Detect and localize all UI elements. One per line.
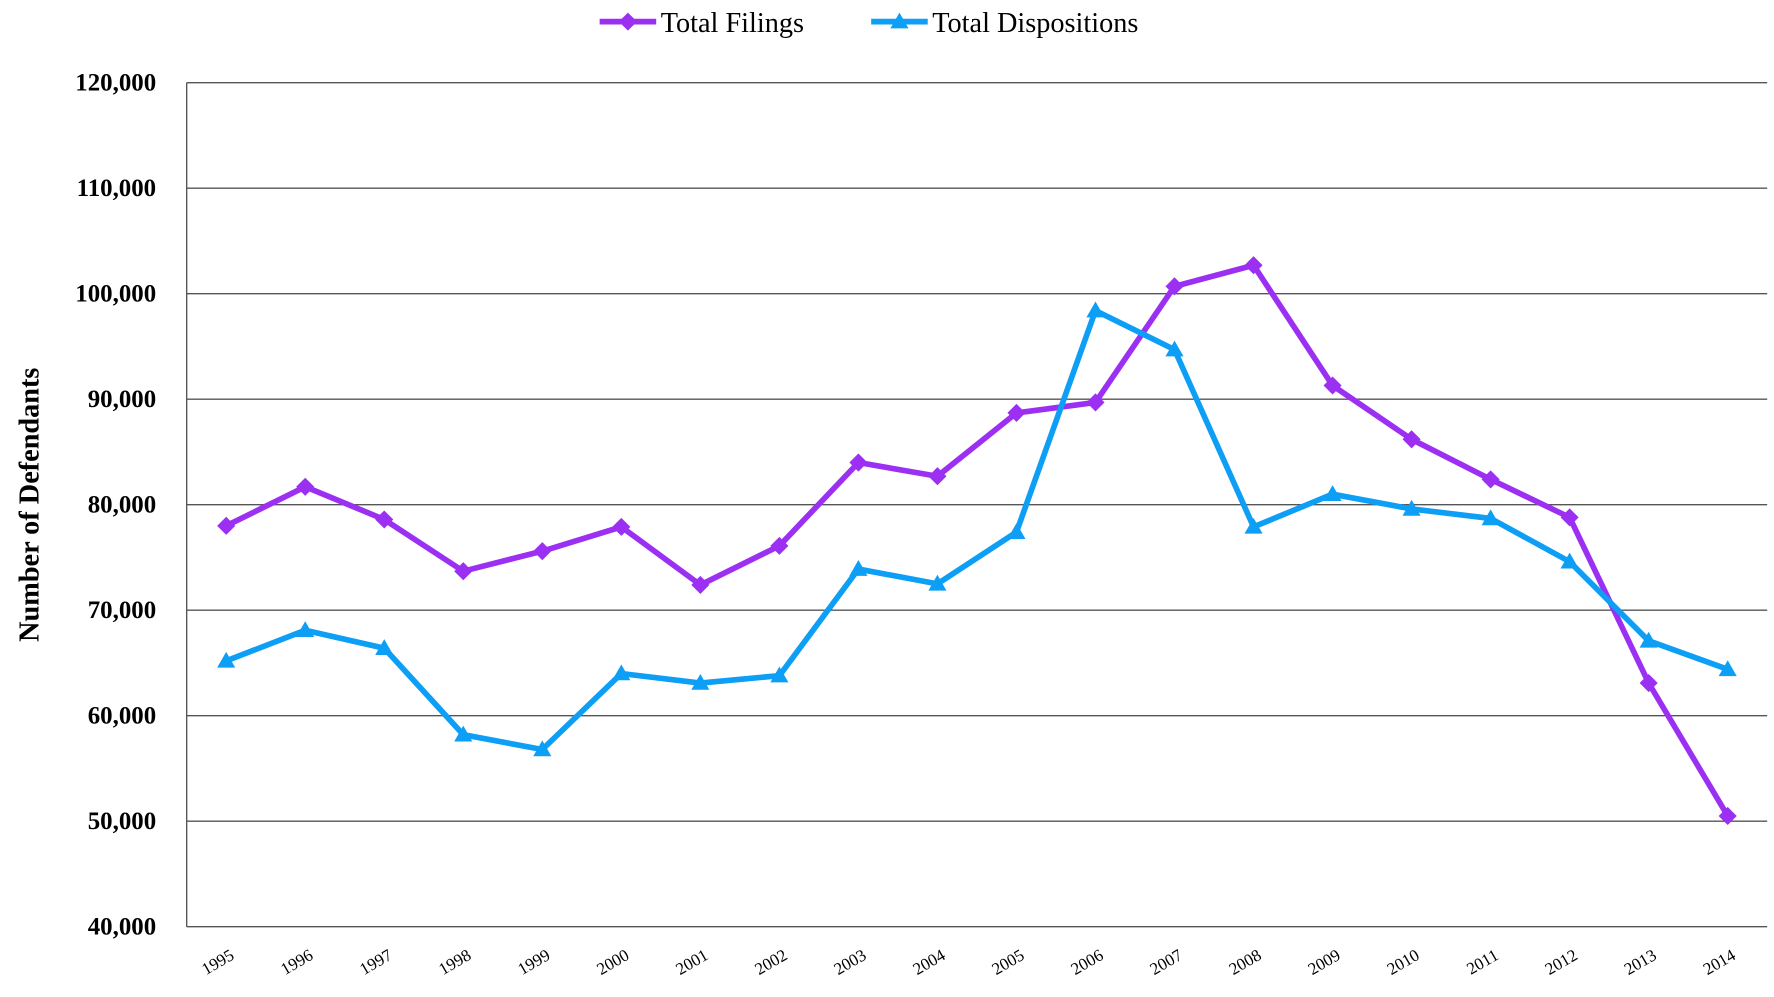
data-point (691, 575, 710, 594)
x-tick-label: 2002 (752, 945, 791, 978)
y-tick-label: 60,000 (88, 703, 156, 730)
x-tick-label: 2014 (1700, 945, 1739, 979)
y-tick-label: 50,000 (88, 808, 156, 835)
data-point (533, 740, 552, 757)
x-tick-label: 2003 (831, 945, 870, 978)
data-point (1481, 470, 1500, 489)
data-point (454, 562, 473, 581)
data-point (849, 453, 868, 472)
y-tick-label: 110,000 (77, 175, 156, 202)
data-point (1639, 673, 1658, 693)
x-tick-label: 2004 (910, 945, 949, 979)
y-tick-label: 100,000 (75, 281, 156, 308)
data-point (1244, 517, 1263, 534)
data-point (1007, 523, 1026, 539)
x-tick-label: 2013 (1621, 945, 1660, 978)
data-point (691, 673, 710, 690)
data-point (454, 725, 473, 742)
legend-label: Total Dispositions (932, 8, 1138, 39)
data-point (849, 560, 868, 576)
y-tick-label: 40,000 (88, 914, 156, 941)
data-point (928, 574, 947, 591)
x-tick-label: 2007 (1147, 945, 1186, 978)
data-point (1244, 256, 1263, 275)
data-point (612, 664, 631, 681)
data-point (1402, 430, 1421, 449)
data-point (1560, 552, 1579, 569)
legend-label: Total Filings (661, 8, 804, 39)
series-line (225, 307, 1729, 753)
x-tick-label: 2010 (1384, 945, 1423, 978)
x-tick-label: 2012 (1542, 945, 1581, 978)
x-tick-label: 2000 (593, 945, 632, 978)
series-line (224, 262, 1731, 818)
data-point (1323, 485, 1342, 501)
data-point (1007, 403, 1026, 422)
y-tick-label: 120,000 (75, 70, 156, 97)
y-tick-label: 80,000 (88, 492, 156, 519)
x-tick-label: 2009 (1305, 945, 1344, 978)
data-point (296, 621, 315, 638)
x-tick-label: 1999 (514, 945, 553, 978)
y-tick-label: 90,000 (88, 386, 156, 413)
x-tick-label: 1997 (356, 945, 395, 978)
data-point (1718, 806, 1737, 826)
data-point (1402, 499, 1421, 516)
data-point (296, 477, 315, 496)
y-tick-label: 70,000 (88, 597, 156, 624)
x-tick-label: 2005 (989, 945, 1028, 978)
x-tick-label: 1995 (198, 945, 237, 978)
x-tick-label: 2011 (1463, 945, 1501, 978)
legend-marker (890, 12, 909, 29)
x-tick-label: 1996 (277, 945, 316, 978)
x-tick-label: 2001 (673, 945, 712, 978)
data-point (1323, 376, 1342, 395)
data-point (1718, 660, 1737, 677)
x-tick-label: 1998 (435, 945, 474, 978)
legend-marker (618, 12, 637, 31)
data-point (1086, 393, 1105, 412)
data-point (375, 639, 394, 655)
data-point (217, 651, 236, 668)
data-point (1481, 509, 1500, 526)
data-point (770, 536, 789, 555)
x-tick-label: 2008 (1226, 945, 1265, 978)
data-point (1165, 277, 1184, 296)
data-point (1639, 631, 1658, 648)
data-point (928, 467, 947, 486)
data-point (770, 666, 789, 683)
data-point (1560, 508, 1579, 527)
data-point (217, 516, 236, 535)
x-tick-label: 2006 (1068, 945, 1107, 978)
data-point (612, 517, 631, 536)
data-point (1165, 340, 1184, 357)
data-point (533, 542, 552, 561)
y-axis-label: Number of Defendants (14, 368, 45, 642)
data-point (1086, 301, 1105, 318)
